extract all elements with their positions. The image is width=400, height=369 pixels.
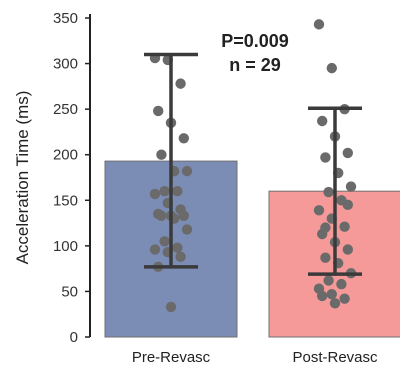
y-tick-label: 100 xyxy=(53,238,78,255)
y-axis-title: Acceleration Time (ms) xyxy=(13,91,32,265)
data-point xyxy=(153,105,164,117)
data-point xyxy=(342,244,353,255)
data-point xyxy=(323,275,334,286)
error-bars xyxy=(144,52,362,276)
data-point xyxy=(172,185,183,197)
data-point xyxy=(320,152,331,163)
y-tick-label: 200 xyxy=(53,147,78,164)
data-point xyxy=(159,185,170,197)
data-point xyxy=(326,62,337,74)
data-point xyxy=(181,165,193,177)
data-point xyxy=(175,78,186,89)
y-tick-label: 350 xyxy=(53,10,78,27)
data-point xyxy=(181,224,193,235)
data-point xyxy=(178,210,189,221)
data-point xyxy=(317,290,328,302)
data-point xyxy=(313,19,325,30)
data-point xyxy=(323,186,334,198)
y-tick-label: 50 xyxy=(61,283,78,300)
y-tick-label: 150 xyxy=(53,192,78,209)
category-labels: Pre-Revasc Post-Revasc xyxy=(132,349,378,366)
data-point xyxy=(149,244,161,255)
data-point xyxy=(178,133,189,144)
x-tick-label: Pre-Revasc xyxy=(132,349,211,366)
data-point xyxy=(156,149,167,160)
data-point xyxy=(339,293,350,304)
y-tick-label: 300 xyxy=(53,56,78,73)
annotation-n: n = 29 xyxy=(229,55,281,75)
data-point xyxy=(156,210,167,221)
data-point xyxy=(342,147,353,159)
data-point xyxy=(172,242,183,253)
data-point xyxy=(165,301,177,313)
y-tick-label: 250 xyxy=(53,101,78,118)
y-axis-ticks: 0 50 100 150 200 250 300 350 xyxy=(53,10,90,346)
data-point xyxy=(320,252,331,263)
y-tick-label: 0 xyxy=(70,329,78,346)
data-point xyxy=(175,251,186,262)
data-point xyxy=(329,298,341,309)
data-point xyxy=(317,115,328,127)
data-point xyxy=(336,278,347,290)
x-tick-label: Post-Revasc xyxy=(292,349,378,366)
data-point xyxy=(339,221,350,232)
data-point xyxy=(345,181,357,192)
data-point xyxy=(320,222,331,233)
data-point xyxy=(326,288,337,300)
data-point xyxy=(313,205,325,216)
data-point xyxy=(342,199,353,211)
annotation-p-value: P=0.009 xyxy=(221,31,289,51)
data-point xyxy=(149,188,161,200)
data-point xyxy=(159,236,170,247)
